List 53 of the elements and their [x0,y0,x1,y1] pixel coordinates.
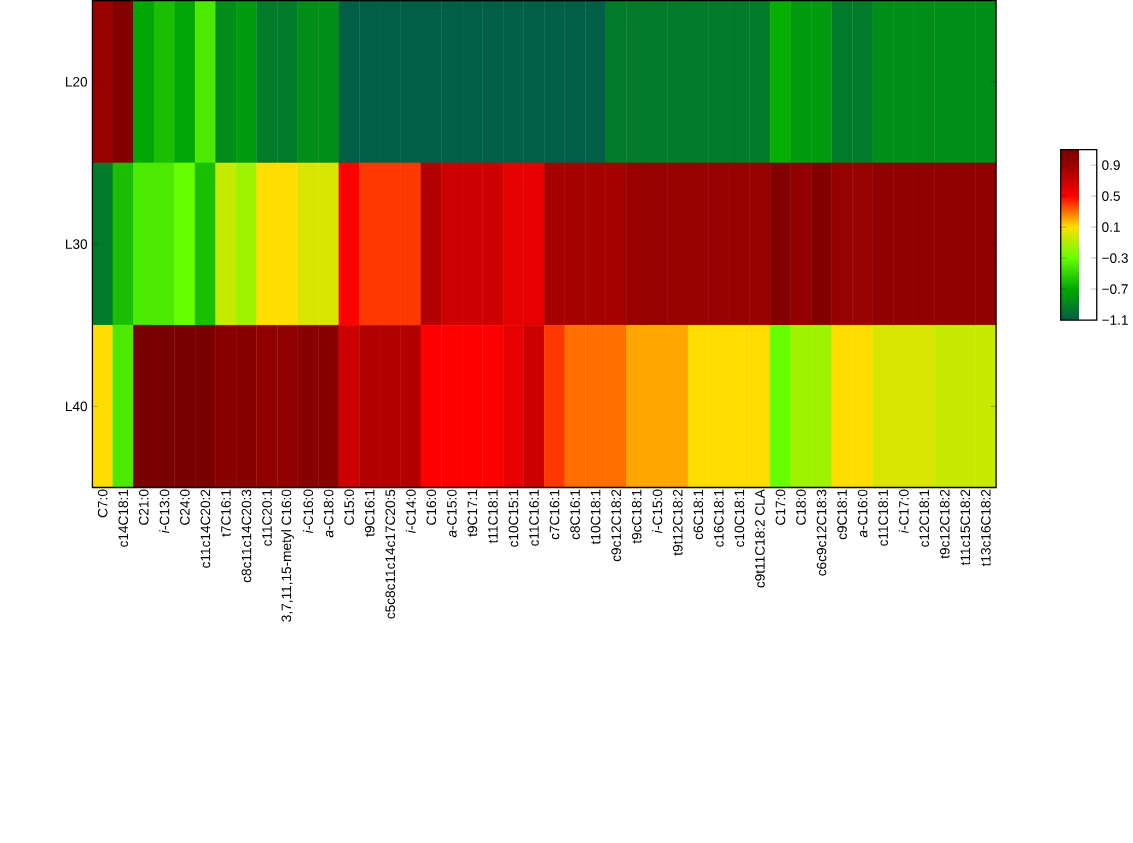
x-tick-label: a-C16:0 [857,489,868,538]
x-tick-label: c8C16:1 [570,489,580,540]
x-tick-label: c7C16:1 [549,489,560,540]
x-tick-label: C24:0 [180,489,190,525]
x-tick-label: c11C20:1 [262,489,272,546]
x-tick-label: c10C18:1 [734,489,745,547]
x-tick-label: C16:0 [426,489,437,525]
x-tick-label: c12C18:1 [919,489,930,547]
x-tick-label: C18:0 [796,489,806,525]
color-bar-label: −0.3 [1102,253,1128,263]
color-bar-label: 0.9 [1102,160,1120,170]
x-tick-label: c9C18:1 [837,489,847,540]
color-bar-label: 0.1 [1102,222,1120,232]
x-tick-label: C7:0 [97,489,108,518]
x-tick-label: t9c12C18:2 [939,489,950,559]
x-tick-label: C21:0 [138,489,149,525]
x-tick-label: t11c15C18:2 [960,489,971,566]
x-tick-label: i-C13:0 [159,489,170,534]
x-tick-label: c6C18:1 [693,489,704,540]
x-tick-label: c6c9c12C18:3 [816,489,827,576]
x-tick-label: C15:0 [344,489,354,525]
color-bar-label: 0.5 [1102,191,1120,201]
x-tick-label: c11C16:1 [529,489,539,546]
x-tick-label: i-C17:0 [898,489,909,534]
x-tick-label: t10C18:1 [590,489,601,545]
x-tick-label: t13c16C18:2 [981,489,991,567]
x-tick-label: c5c8c11c14c17C20:5 [385,489,396,619]
x-tick-label: c9c12C18:2 [611,489,621,562]
x-tick-label: a-C18:0 [323,489,334,538]
x-tick-label: a-C15:0 [447,489,457,538]
x-tick-label: c11C18:1 [878,489,888,546]
x-tick-label: i-C15:0 [652,489,663,534]
x-tick-label: c9t11C18:2 CLA [755,489,765,588]
x-tick-label: t9t12C18:2 [672,489,683,556]
color-bar-label: −0.7 [1102,284,1128,294]
x-tick-label: i-C16:0 [303,489,314,534]
x-tick-label: c16C18:1 [714,489,724,547]
x-tick-label: 3,7,11,15-metyl C16:0 [281,489,294,622]
x-tick-label: t9C16:1 [364,489,375,537]
x-tick-label: i-C14:0 [405,489,416,534]
x-tick-label: t9cC18:1 [631,489,642,544]
y-tick-label: L40 [65,401,88,412]
x-tick-label: t9C17:1 [467,489,478,537]
x-tick-label: c8c11c14C20:3 [241,489,252,583]
x-tick-label: C17:0 [775,489,786,525]
x-tick-label: c11c14C20:2 [200,489,211,568]
y-tick-label: L30 [65,239,88,249]
y-tick-label: L20 [65,76,88,87]
x-tick-label: t11C18:1 [488,489,498,544]
color-bar-label: −1.1 [1102,315,1128,325]
x-tick-label: c10C15:1 [508,489,519,547]
x-tick-label: c14C18:1 [118,489,129,547]
x-tick-label: t7C16:1 [221,489,231,537]
